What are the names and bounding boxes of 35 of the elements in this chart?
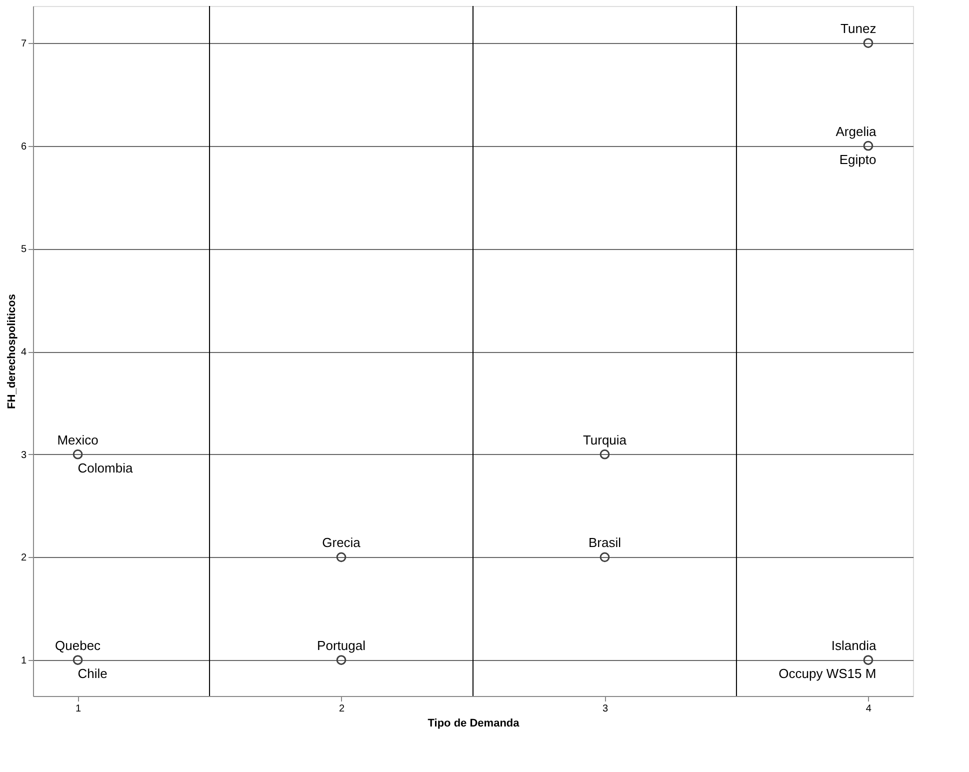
- annotation: Chile: [78, 666, 108, 682]
- y-tick-label: 1: [20, 656, 27, 667]
- point: [336, 655, 346, 665]
- point: [72, 449, 83, 460]
- annotation: Argelia: [836, 124, 877, 139]
- annotation: Mexico: [57, 432, 98, 448]
- y-tick-label: 3: [20, 450, 27, 461]
- point: [600, 552, 610, 562]
- annotation: Grecia: [322, 535, 362, 550]
- annotation: Brasil: [588, 535, 622, 550]
- y-tick-label: 4: [20, 347, 27, 358]
- point: [600, 449, 610, 460]
- y-tick-label: 6: [20, 141, 27, 152]
- point: [336, 552, 346, 562]
- x-tick-label: 4: [866, 704, 872, 714]
- annotation: Islandia: [831, 638, 877, 654]
- annotation: Tunez: [840, 21, 876, 36]
- y-axis-title: FH_derechospoliticos: [6, 294, 18, 409]
- y-tick-label: 5: [20, 244, 27, 256]
- annotation: Portugal: [317, 638, 366, 654]
- point: [863, 38, 874, 48]
- annotation: Colombia: [78, 460, 134, 476]
- y-tick-label: 2: [20, 552, 27, 564]
- x-tick-label: 1: [76, 704, 82, 714]
- annotation: Quebec: [55, 638, 102, 654]
- point: [863, 655, 874, 665]
- point: [863, 140, 874, 151]
- x-tick-label: 3: [602, 704, 608, 714]
- x-tick-label: 2: [338, 704, 345, 714]
- annotation: Occupy WS15 M: [778, 666, 876, 682]
- y-tick-label: 7: [20, 38, 27, 50]
- x-axis-title: Tipo de Demanda: [428, 718, 520, 730]
- annotation: Turquia: [582, 432, 628, 448]
- annotation: Egipto: [839, 152, 876, 167]
- point: [72, 655, 83, 665]
